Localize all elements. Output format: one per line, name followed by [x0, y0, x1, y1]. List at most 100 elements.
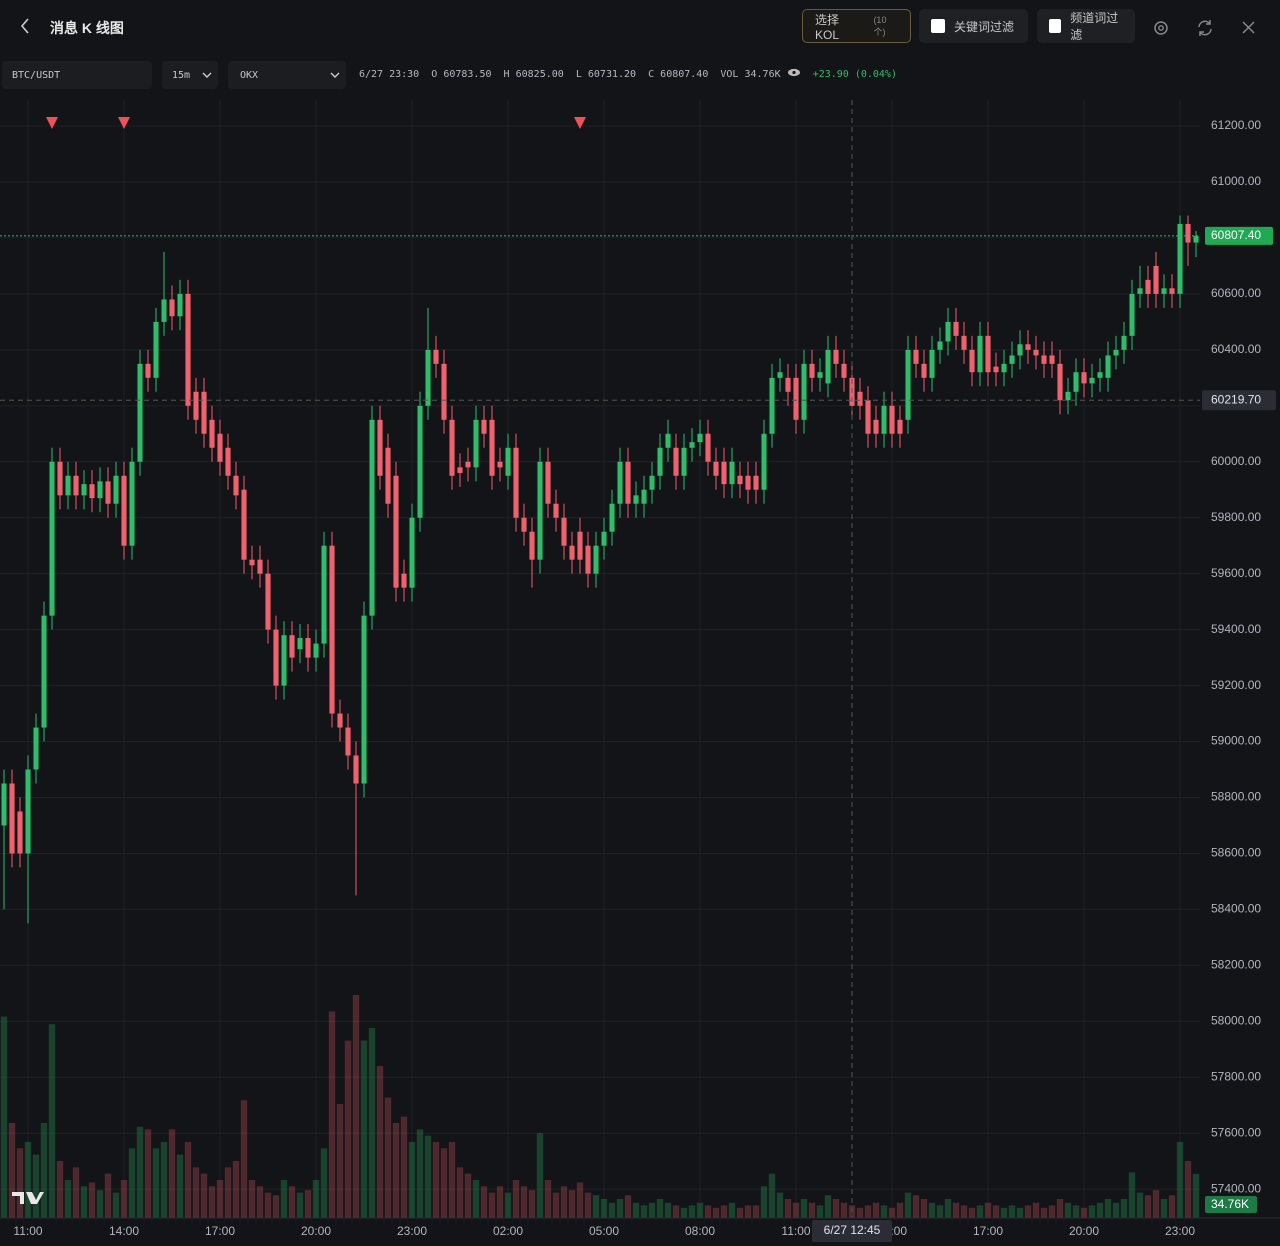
legend-value: 60783.50 — [443, 69, 492, 80]
candle-body — [961, 335, 967, 350]
volume-bar — [1088, 1205, 1096, 1218]
news-marker — [118, 117, 130, 129]
candle-body — [1129, 293, 1135, 336]
eye-icon[interactable] — [787, 68, 801, 77]
header: 消息 K 线图 选择 KOL (10个) 关键词过滤 频道词过滤 — [0, 0, 1280, 54]
candle-body — [697, 433, 703, 443]
candle-body — [673, 447, 679, 476]
volume-bar — [504, 1192, 512, 1218]
legend-key: VOL — [720, 69, 739, 80]
y-tick-label: 58800.00 — [1211, 790, 1261, 804]
candle-body — [1081, 372, 1087, 384]
volume-bar — [1016, 1207, 1024, 1218]
volume-bar — [1168, 1195, 1176, 1218]
candle-body — [745, 475, 751, 490]
interval-select[interactable]: 15m — [162, 61, 218, 89]
candle-body — [665, 433, 671, 448]
candle-body — [409, 517, 415, 588]
volume-bar — [176, 1154, 184, 1218]
volume-bar — [312, 1179, 320, 1218]
candle-body — [41, 615, 47, 728]
candle-body — [553, 503, 559, 518]
volume-bar — [424, 1135, 432, 1218]
volume-bar — [16, 1148, 24, 1218]
candle-body — [57, 461, 63, 496]
legend-value: 60807.40 — [660, 69, 709, 80]
interval: 15m — [172, 69, 191, 81]
volume-bar — [400, 1116, 408, 1218]
volume-bar — [120, 1179, 128, 1218]
candle-body — [713, 461, 719, 476]
candle-body — [777, 372, 783, 378]
volume-bar — [1128, 1172, 1136, 1218]
volume-bar — [88, 1182, 96, 1218]
y-tick-label: 60000.00 — [1211, 454, 1261, 468]
volume-bar — [816, 1205, 824, 1218]
volume-bar — [880, 1205, 888, 1218]
candle-body — [953, 321, 959, 336]
channel-filter[interactable]: 频道词过滤 — [1037, 9, 1135, 43]
kol-button[interactable]: 选择 KOL (10个) — [802, 9, 911, 43]
candle-body — [601, 531, 607, 546]
volume-bar — [896, 1202, 904, 1218]
volume-bar — [720, 1205, 728, 1218]
volume-bar — [616, 1198, 624, 1218]
exchange-select[interactable]: OKX — [228, 61, 346, 89]
volume-bar — [1160, 1198, 1168, 1218]
volume-bar — [328, 1011, 336, 1218]
candle-body — [1121, 335, 1127, 350]
x-tick-label: 05:00 — [589, 1224, 619, 1238]
candle-body — [369, 419, 375, 616]
volume-bar — [392, 1122, 400, 1218]
candle-body — [593, 545, 599, 574]
candle-body — [1105, 355, 1111, 378]
refresh-icon[interactable] — [1195, 18, 1215, 38]
volume-bar — [856, 1207, 864, 1218]
volume-bar — [376, 1065, 384, 1218]
y-tick-label: 59600.00 — [1211, 566, 1261, 580]
volume-bar — [456, 1167, 464, 1218]
checkbox[interactable] — [931, 19, 945, 33]
y-tick-label: 59400.00 — [1211, 622, 1261, 636]
candle-body — [1137, 288, 1143, 294]
candle-body — [505, 447, 511, 476]
volume-bar — [344, 1040, 352, 1218]
keyword-filter[interactable]: 关键词过滤 — [919, 9, 1028, 43]
volume-bar — [440, 1148, 448, 1218]
back-icon[interactable] — [18, 16, 32, 36]
volume-bar — [208, 1186, 216, 1218]
volume-bar — [776, 1192, 784, 1218]
candle-body — [793, 377, 799, 420]
legend-key: L — [575, 69, 582, 80]
checkbox[interactable] — [1049, 19, 1062, 33]
volume-bar — [928, 1202, 936, 1218]
candle-body — [921, 363, 927, 378]
candle-body — [737, 475, 743, 485]
volume-bar — [368, 1027, 376, 1218]
volume-bar — [752, 1205, 760, 1218]
volume-bar — [48, 1024, 56, 1218]
close-icon[interactable] — [1240, 19, 1258, 37]
volume-bar — [792, 1202, 800, 1218]
legend-value: 60731.20 — [587, 69, 637, 80]
volume-bar — [192, 1167, 200, 1218]
volume-bar — [968, 1207, 976, 1218]
volume-bar — [200, 1173, 208, 1218]
candle-body — [73, 475, 79, 496]
settings-icon[interactable] — [1151, 18, 1171, 38]
volume-bar — [768, 1173, 776, 1218]
candle-body — [729, 461, 735, 485]
volume-bar — [960, 1205, 968, 1218]
candle-body — [825, 349, 831, 384]
symbol-input[interactable]: BTC/USDT — [2, 61, 152, 89]
candle-body — [929, 349, 935, 378]
candle-body — [969, 349, 975, 373]
volume-bar — [1040, 1207, 1048, 1218]
volume-bar — [840, 1202, 848, 1218]
candle-body — [193, 391, 199, 420]
volume-bar — [992, 1205, 1000, 1218]
candle-body — [417, 405, 423, 518]
volume-layer — [0, 994, 1200, 1218]
candle-body — [25, 769, 31, 854]
candle-body — [273, 629, 279, 686]
